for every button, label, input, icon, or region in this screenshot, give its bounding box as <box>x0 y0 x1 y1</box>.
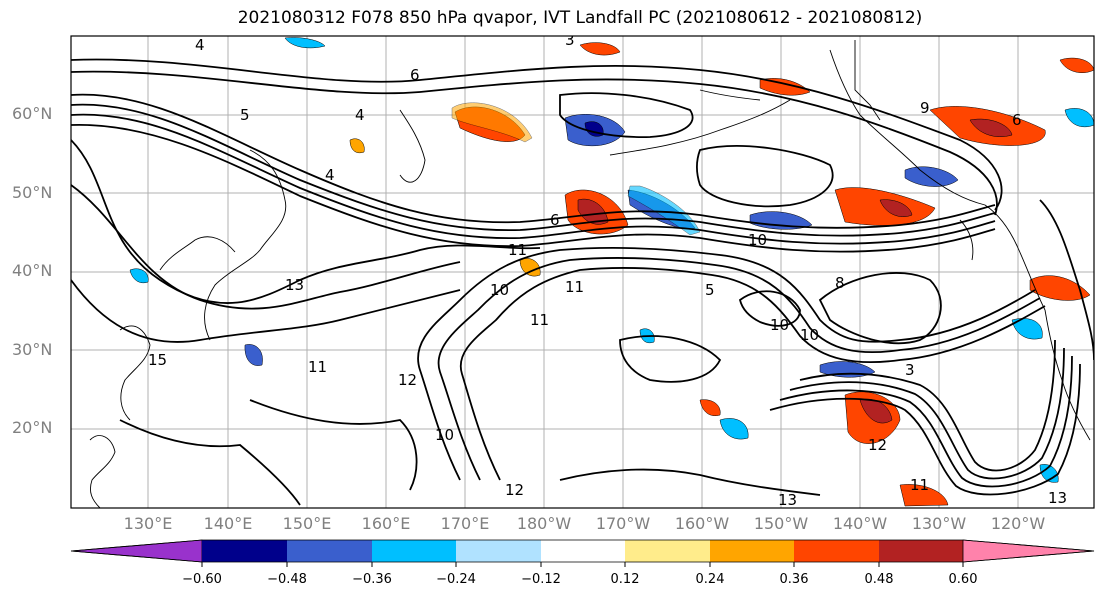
lat-label-50n: 50°N <box>12 183 53 202</box>
colorbar-extend-low <box>70 539 203 563</box>
colorbar-segment <box>287 540 372 562</box>
colorbar <box>70 539 1095 567</box>
colorbar-extend-high <box>962 539 1095 563</box>
lat-label-40n: 40°N <box>12 261 53 280</box>
contour-label-group: 3 4 4 5 6 6 4 6 9 11 13 15 11 12 10 11 1… <box>148 31 1067 509</box>
contour-label: 12 <box>398 371 417 389</box>
contour-label: 13 <box>1048 489 1067 507</box>
lon-label-180w: 180°W <box>516 514 572 533</box>
colorbar-tick-label: 0.60 <box>948 572 978 587</box>
contour-label: 10 <box>770 316 789 334</box>
contour-label: 6 <box>1012 111 1022 129</box>
colorbar-tick-label: −0.60 <box>182 572 222 587</box>
lon-label-120w: 120°W <box>990 514 1046 533</box>
coastlines <box>89 40 1091 508</box>
contour-label: 15 <box>148 351 167 369</box>
ivt-contours <box>71 58 1094 506</box>
contour-label: 9 <box>920 99 930 117</box>
colorbar-tick-label: −0.48 <box>267 572 307 587</box>
colorbar-tick-label: −0.12 <box>521 572 561 587</box>
contour-label: 3 <box>565 31 575 49</box>
lon-label-150w: 150°W <box>753 514 809 533</box>
contour-label: 11 <box>910 476 929 494</box>
lon-label-130e: 130°E <box>123 514 173 533</box>
contour-label: 5 <box>240 106 250 124</box>
contour-label: 8 <box>835 274 845 292</box>
contour-label: 11 <box>565 278 584 296</box>
contour-label: 4 <box>195 36 205 54</box>
colorbar-tick-label: 0.48 <box>864 572 894 587</box>
contour-label: 4 <box>355 106 365 124</box>
colorbar-segment <box>710 540 794 562</box>
colorbar-segment <box>794 540 879 562</box>
lat-label-20n: 20°N <box>12 418 53 437</box>
colorbar-tick-label: −0.36 <box>352 572 392 587</box>
colorbar-segment <box>879 540 963 562</box>
anomaly-fills <box>129 37 1094 507</box>
contour-label: 10 <box>748 231 767 249</box>
lon-label-160w: 160°W <box>674 514 730 533</box>
colorbar-segment <box>202 540 287 562</box>
contour-label: 4 <box>325 166 335 184</box>
contour-label: 12 <box>868 436 887 454</box>
contour-label: 12 <box>505 481 524 499</box>
lon-label-140e: 140°E <box>203 514 253 533</box>
contour-label: 11 <box>508 241 527 259</box>
colorbar-tick-label: 0.24 <box>695 572 725 587</box>
contour-label: 13 <box>778 491 797 509</box>
map-layers: 3 4 4 5 6 6 4 6 9 11 13 15 11 12 10 11 1… <box>71 31 1094 509</box>
lon-label-160e: 160°E <box>361 514 411 533</box>
lat-label-60n: 60°N <box>12 104 53 123</box>
colorbar-tick-label: 0.36 <box>779 572 809 587</box>
lon-label-170w: 170°W <box>595 514 651 533</box>
lon-label-140w: 140°W <box>832 514 888 533</box>
contour-label: 10 <box>435 426 454 444</box>
contour-label: 5 <box>705 281 715 299</box>
contour-label: 11 <box>308 358 327 376</box>
contour-label: 6 <box>410 66 420 84</box>
contour-label: 6 <box>550 211 560 229</box>
colorbar-tick-label: −0.24 <box>436 572 476 587</box>
lon-label-170e: 170°E <box>440 514 490 533</box>
lon-label-150e: 150°E <box>282 514 332 533</box>
colorbar-segment <box>541 540 625 562</box>
contour-label: 3 <box>905 361 915 379</box>
lat-label-30n: 30°N <box>12 340 53 359</box>
colorbar-tick-label: 0.12 <box>610 572 640 587</box>
map-title: 2021080312 F078 850 hPa qvapor, IVT Land… <box>237 8 923 28</box>
contour-label: 10 <box>800 326 819 344</box>
colorbar-segment <box>456 540 541 562</box>
contour-label: 10 <box>490 281 509 299</box>
contour-label: 11 <box>530 311 549 329</box>
lon-label-130w: 130°W <box>911 514 967 533</box>
contour-label: 13 <box>285 276 304 294</box>
plot-frame <box>70 35 1095 509</box>
colorbar-segment <box>372 540 456 562</box>
colorbar-segment <box>625 540 710 562</box>
